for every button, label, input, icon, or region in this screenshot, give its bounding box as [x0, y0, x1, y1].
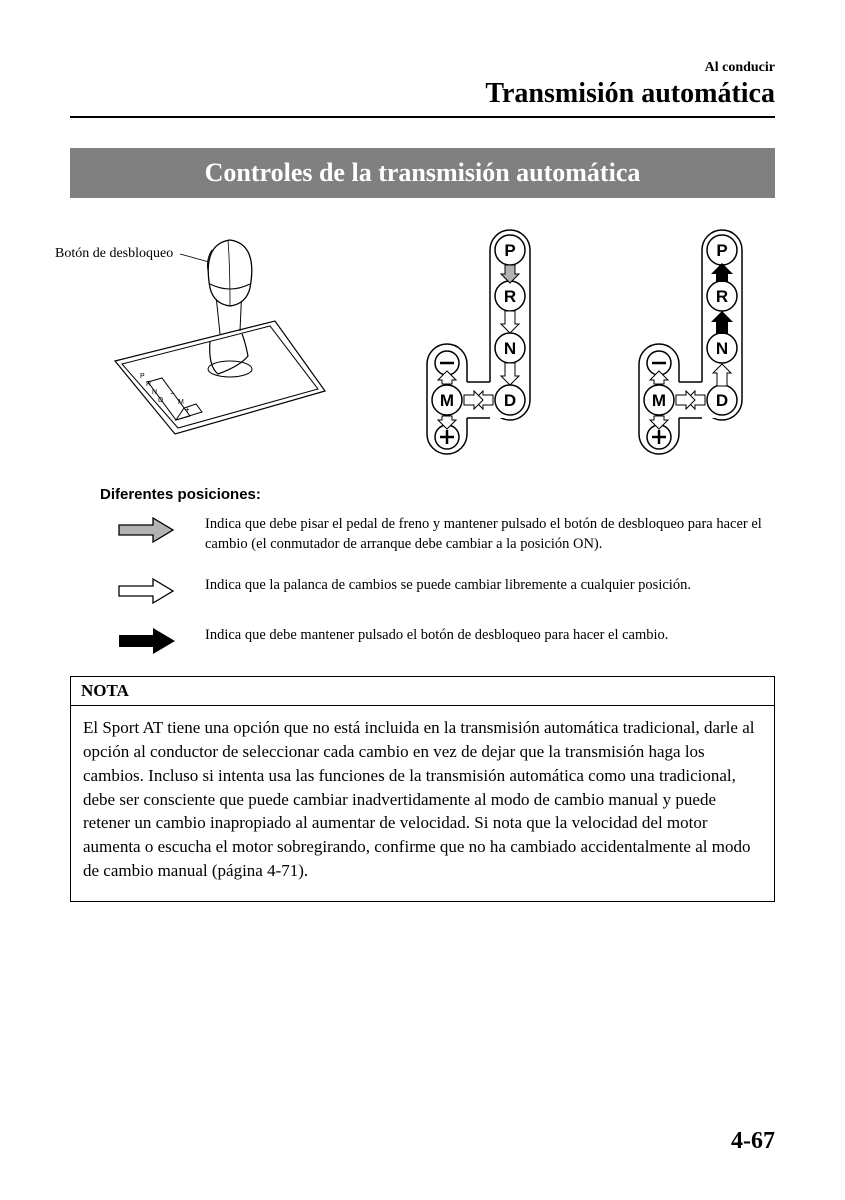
note-label: NOTA — [71, 677, 774, 706]
svg-text:+: + — [185, 405, 190, 414]
svg-text:N: N — [503, 339, 515, 358]
section-banner: Controles de la transmisión automática — [70, 148, 775, 198]
svg-text:P: P — [716, 241, 727, 260]
unlock-button-callout: Botón de desbloqueo — [55, 246, 173, 262]
svg-text:−: − — [170, 389, 175, 398]
svg-text:R: R — [716, 287, 728, 306]
header-eyebrow: Al conducir — [70, 60, 775, 76]
page-header: Al conducir Transmisión automática — [70, 60, 775, 118]
svg-text:D: D — [716, 391, 728, 410]
figure-row: Botón de desbloqueo P R N D M − + — [70, 226, 775, 466]
svg-text:D: D — [503, 391, 515, 410]
positions-subheading: Diferentes posiciones: — [100, 486, 775, 503]
svg-text:N: N — [716, 339, 728, 358]
note-body: El Sport AT tiene una opción que no está… — [71, 706, 774, 901]
legend-row-gray: Indica que debe pisar el pedal de freno … — [115, 515, 775, 554]
legend-text-white: Indica que la palanca de cambios se pued… — [205, 576, 701, 596]
white-arrow-icon — [115, 576, 205, 604]
svg-text:P: P — [140, 373, 145, 380]
svg-text:M: M — [178, 399, 184, 406]
note-box: NOTA El Sport AT tiene una opción que no… — [70, 676, 775, 902]
svg-text:R: R — [146, 381, 151, 388]
gear-map-down: P R N D M — [413, 226, 563, 466]
gear-map-up: P R N D M — [625, 226, 775, 466]
shifter-illustration: Botón de desbloqueo P R N D M − + — [70, 226, 350, 446]
svg-text:R: R — [503, 287, 515, 306]
legend-row-black: Indica que debe mantener pulsado el botó… — [115, 626, 775, 654]
black-arrow-icon — [115, 626, 205, 654]
svg-text:N: N — [152, 389, 157, 396]
header-section-title: Transmisión automática — [70, 78, 775, 110]
gray-arrow-icon — [115, 515, 205, 543]
svg-text:P: P — [504, 241, 515, 260]
svg-text:D: D — [158, 397, 163, 404]
legend-text-gray: Indica que debe pisar el pedal de freno … — [205, 515, 775, 554]
legend-row-white: Indica que la palanca de cambios se pued… — [115, 576, 775, 604]
page-number: 4-67 — [731, 1128, 775, 1155]
svg-text:M: M — [652, 391, 666, 410]
svg-text:M: M — [439, 391, 453, 410]
legend-text-black: Indica que debe mantener pulsado el botó… — [205, 626, 678, 646]
